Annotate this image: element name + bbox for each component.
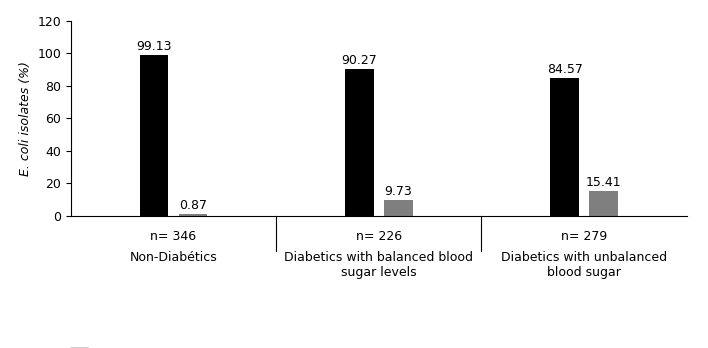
Bar xyxy=(178,214,207,216)
Text: Diabetics with unbalanced
blood sugar: Diabetics with unbalanced blood sugar xyxy=(501,251,667,278)
Text: 9.73: 9.73 xyxy=(384,185,412,198)
Text: 90.27: 90.27 xyxy=(341,54,377,67)
Text: 0.87: 0.87 xyxy=(179,199,207,212)
Text: 84.57: 84.57 xyxy=(547,63,583,77)
Y-axis label: E. coli isolates (%): E. coli isolates (%) xyxy=(18,61,32,176)
Legend: No-E. coli, E. coli: No-E. coli, E. coli xyxy=(64,343,162,348)
Text: 99.13: 99.13 xyxy=(136,40,172,53)
Bar xyxy=(550,78,579,216)
Text: Non-Diabétics: Non-Diabétics xyxy=(130,251,217,263)
Text: Diabetics with balanced blood
sugar levels: Diabetics with balanced blood sugar leve… xyxy=(285,251,473,278)
Text: 15.41: 15.41 xyxy=(586,176,622,189)
Bar xyxy=(139,55,169,216)
Bar xyxy=(384,200,413,216)
Text: n= 279: n= 279 xyxy=(561,230,607,243)
Text: n= 346: n= 346 xyxy=(150,230,197,243)
Bar xyxy=(345,69,374,216)
Bar xyxy=(589,191,618,216)
Text: n= 226: n= 226 xyxy=(355,230,402,243)
